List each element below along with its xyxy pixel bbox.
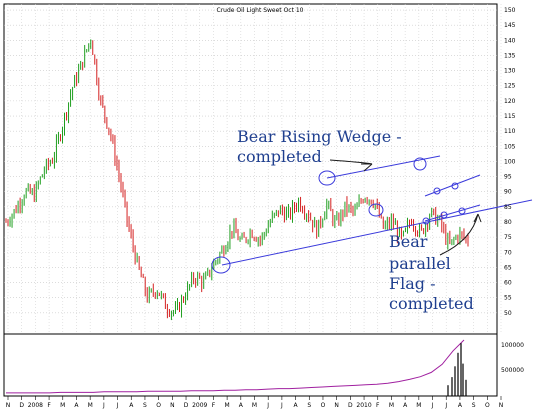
lower-trendline	[221, 199, 533, 266]
x-tick-label: O	[485, 402, 490, 409]
wedge-upper-line	[326, 155, 441, 179]
x-tick-label: A	[403, 402, 408, 409]
volume-line	[6, 339, 465, 394]
x-tick-label: F	[376, 402, 380, 409]
x-tick-label: F	[212, 402, 216, 409]
x-tick-label: M	[389, 402, 394, 409]
x-tick-label: D	[348, 402, 353, 409]
flag-annotation-line-3: Flag -	[389, 274, 436, 293]
x-tick-label: M	[252, 402, 257, 409]
wedge-annotation-line-1: Bear Rising Wedge -	[237, 127, 402, 146]
flag-point	[458, 207, 466, 215]
flag-lower-line	[424, 204, 481, 222]
flag-point	[440, 211, 448, 219]
grid	[4, 4, 502, 334]
x-tick-label: O	[321, 402, 326, 409]
y-tick-label: 150	[504, 7, 516, 14]
x-tick-label: J	[431, 402, 434, 409]
flag-arrow	[439, 213, 482, 256]
x-tick-label: J	[444, 402, 447, 409]
wedge-lower-circle	[368, 203, 384, 217]
x-tick-label: M	[88, 402, 93, 409]
y-tick-label: 95	[504, 174, 512, 181]
x-tick-label: A	[74, 402, 79, 409]
x-tick-label: N	[170, 402, 175, 409]
x-tick-label: D	[19, 402, 24, 409]
y-tick-label: 75	[504, 234, 512, 241]
y-tick-label: 65	[504, 264, 512, 271]
flag-point	[433, 187, 441, 195]
x-tick-label: M	[225, 402, 230, 409]
axes: 50 55 60 65 70 75 80 85 90 95 100 105 110 115 120 125 13…	[6, 7, 524, 409]
x-tick-label: J	[116, 402, 119, 409]
y-tick-label: 110	[504, 128, 516, 135]
x-tick-label: 2009	[192, 402, 207, 409]
y-tick-label: 135	[504, 52, 516, 59]
volume-panel-frame	[3, 333, 498, 397]
y-tick-label: 125	[504, 83, 516, 90]
x-tick-label: M	[60, 402, 65, 409]
x-tick-label: S	[472, 402, 476, 409]
y-tick-label: 130	[504, 68, 516, 75]
y-tick-label: 85	[504, 204, 512, 211]
volume-tick-label: 500000	[501, 367, 524, 374]
x-tick-label: A	[129, 402, 134, 409]
x-tick-label: S	[143, 402, 147, 409]
x-tick-label: J	[280, 402, 283, 409]
low-circle	[211, 256, 231, 274]
flag-point	[422, 217, 430, 225]
x-tick-label: M	[416, 402, 421, 409]
x-tick-label: D	[184, 402, 189, 409]
x-tick-label: N	[334, 402, 339, 409]
volume-series	[6, 339, 467, 396]
x-tick-label: O	[156, 402, 161, 409]
wedge-start-circle	[318, 170, 336, 186]
wedge-annotation-line-2: completed	[237, 147, 322, 166]
x-tick-label: N	[6, 402, 11, 409]
x-tick-label: A	[239, 402, 244, 409]
y-tick-label: 120	[504, 98, 516, 105]
chart-title: Crude Oil Light Sweet Oct 10	[217, 7, 304, 14]
flag-point	[451, 182, 459, 190]
trendlines	[211, 155, 533, 274]
x-tick-label: S	[307, 402, 311, 409]
x-tick-label: 2010	[356, 402, 371, 409]
y-tick-label: 90	[504, 189, 512, 196]
wedge-arrow	[329, 159, 373, 172]
x-tick-label: J	[266, 402, 269, 409]
wedge-top-circle	[413, 157, 427, 171]
x-tick-label: F	[47, 402, 51, 409]
flag-annotation-line-4: completed	[389, 294, 474, 313]
y-tick-label: 100	[504, 158, 516, 165]
y-tick-label: 60	[504, 280, 512, 287]
x-tick-label: N	[499, 402, 504, 409]
y-tick-label: 140	[504, 37, 516, 44]
x-tick-label: A	[458, 402, 463, 409]
volume-tick-label: 100000	[501, 342, 524, 349]
price-series	[5, 39, 469, 321]
flag-annotation-line-1: Bear	[389, 232, 428, 251]
y-tick-label: 105	[504, 143, 516, 150]
x-tick-label: A	[294, 402, 299, 409]
y-tick-label: 70	[504, 249, 512, 256]
flag-annotation-line-2: parallel	[389, 254, 451, 273]
y-tick-label: 80	[504, 219, 512, 226]
y-tick-label: 145	[504, 22, 516, 29]
y-tick-label: 55	[504, 295, 512, 302]
x-tick-label: J	[102, 402, 105, 409]
y-tick-label: 50	[504, 310, 512, 317]
x-tick-label: 2008	[28, 402, 43, 409]
y-tick-label: 115	[504, 113, 516, 120]
